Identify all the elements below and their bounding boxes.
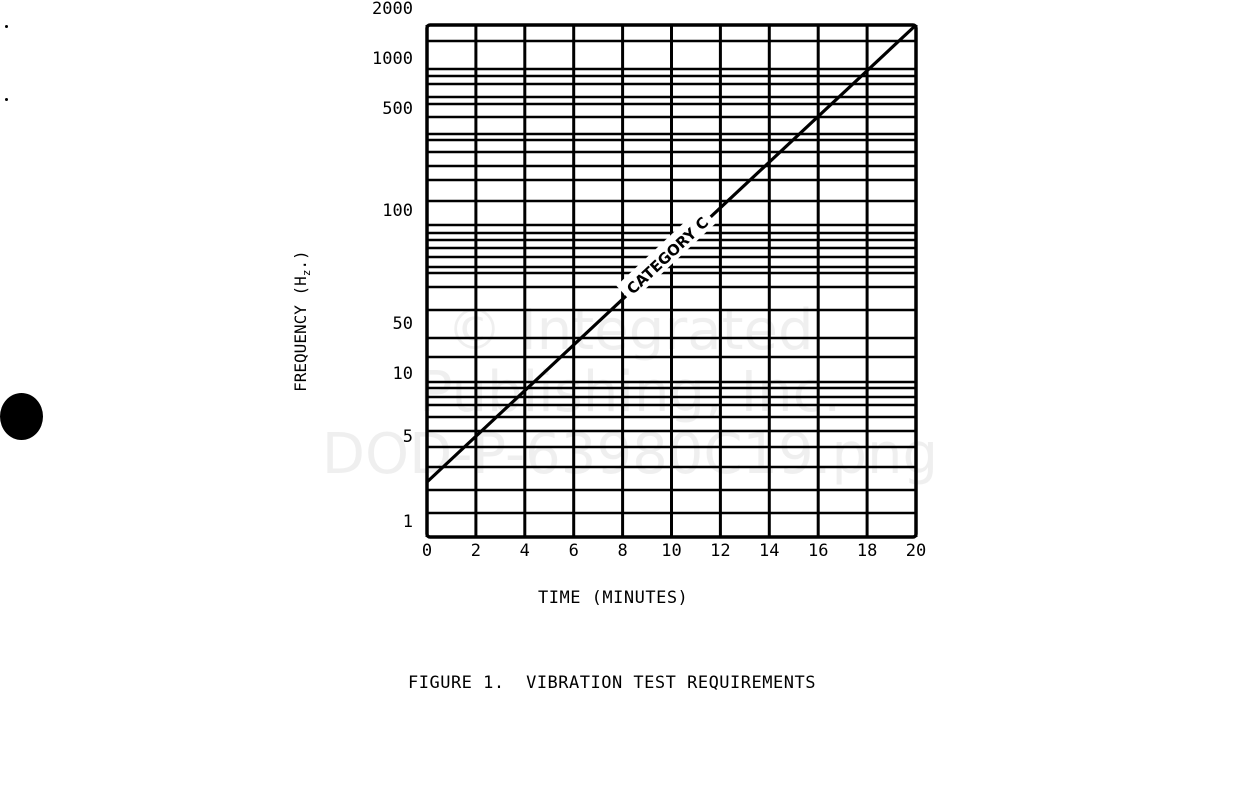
x-tick-label: 0 <box>422 541 432 561</box>
x-tick-label: 10 <box>661 541 681 561</box>
x-tick-label: 6 <box>569 541 579 561</box>
x-axis-label: TIME (MINUTES) <box>538 588 689 608</box>
y-tick-label: 50 <box>393 314 413 334</box>
x-tick-label: 16 <box>808 541 828 561</box>
x-tick-label: 2 <box>471 541 481 561</box>
y-tick-label: 1 <box>403 512 413 532</box>
x-tick-label: 18 <box>857 541 877 561</box>
x-tick-label: 8 <box>617 541 627 561</box>
scan-speck <box>5 25 8 28</box>
x-tick-label: 4 <box>520 541 530 561</box>
y-tick-label: 2000 <box>372 0 413 19</box>
scan-speck <box>5 98 8 101</box>
figure-caption: FIGURE 1. VIBRATION TEST REQUIREMENTS <box>408 673 816 693</box>
y-tick-label: 100 <box>382 201 413 221</box>
y-axis-label: FREQUENCY (Hz.) <box>290 250 314 392</box>
scan-hole-mark <box>0 393 43 440</box>
series-label-background <box>616 206 717 302</box>
y-tick-label: 5 <box>403 427 413 447</box>
y-tick-label: 1000 <box>372 49 413 69</box>
x-tick-label: 20 <box>906 541 926 561</box>
plot-frame <box>425 23 918 539</box>
y-tick-label: 10 <box>393 364 413 384</box>
x-tick-label: 12 <box>710 541 730 561</box>
x-tick-label: 14 <box>759 541 779 561</box>
y-tick-label: 500 <box>382 99 413 119</box>
